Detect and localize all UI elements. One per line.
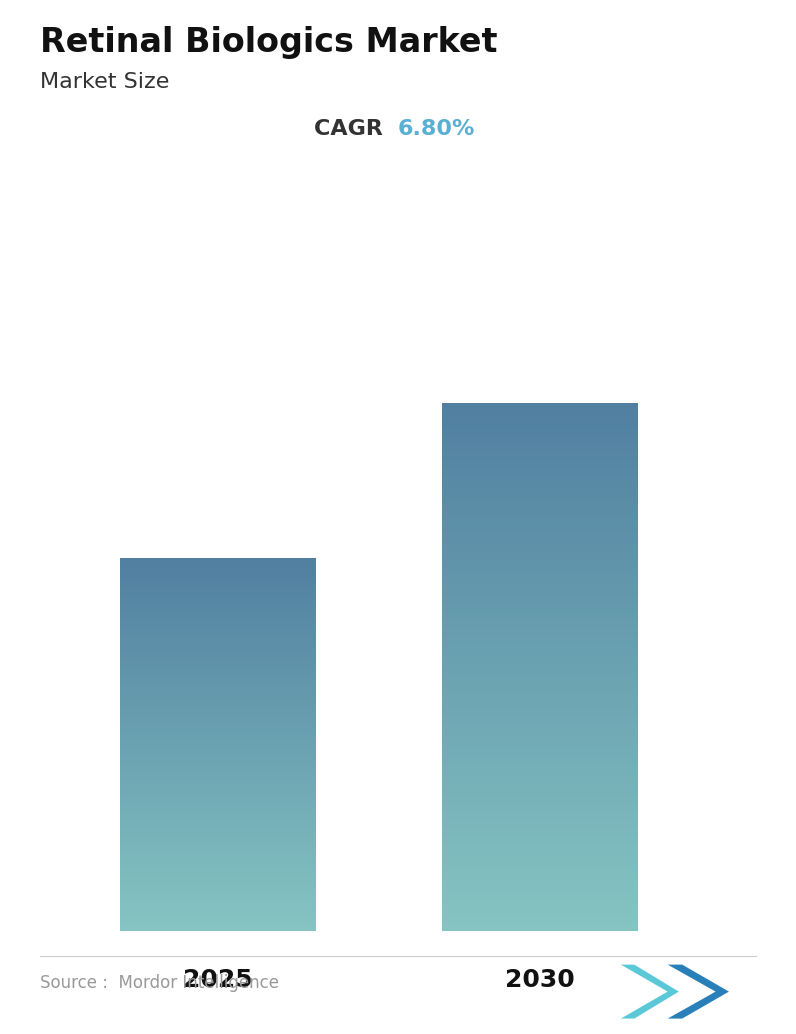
Text: 6.80%: 6.80%: [398, 119, 475, 139]
Text: Source :  Mordor Intelligence: Source : Mordor Intelligence: [40, 974, 279, 992]
Text: 2030: 2030: [505, 968, 575, 992]
Text: 2025: 2025: [183, 968, 252, 992]
Text: CAGR: CAGR: [314, 119, 398, 139]
Polygon shape: [621, 965, 679, 1018]
Polygon shape: [668, 965, 729, 1018]
Text: Retinal Biologics Market: Retinal Biologics Market: [40, 26, 498, 59]
Text: Market Size: Market Size: [40, 72, 170, 92]
